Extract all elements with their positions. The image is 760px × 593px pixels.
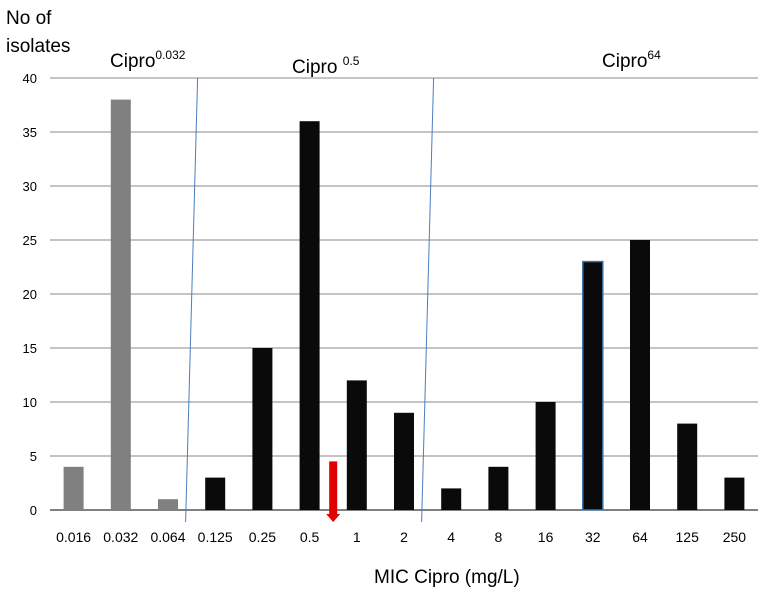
x-tick-label: 0.064 bbox=[150, 529, 185, 545]
x-tick-label: 64 bbox=[632, 529, 648, 545]
bar-16 bbox=[535, 402, 556, 510]
x-tick-label: 0.032 bbox=[103, 529, 138, 545]
y-tick-label: 25 bbox=[23, 233, 37, 248]
bar-4 bbox=[441, 488, 462, 510]
bar-250 bbox=[724, 477, 745, 510]
y-tick-label: 40 bbox=[23, 71, 37, 86]
red-arrow-shaft bbox=[329, 461, 338, 516]
bar-2 bbox=[394, 412, 414, 510]
y-tick-label: 30 bbox=[23, 179, 37, 194]
y-axis-ticks: 0 5 10 15 20 25 30 35 40 bbox=[23, 71, 37, 518]
breakpoint-marker bbox=[326, 461, 341, 522]
group-dividers bbox=[185, 77, 435, 523]
y-tick-label: 5 bbox=[30, 449, 37, 464]
x-tick-label: 250 bbox=[723, 529, 747, 545]
group-divider-line bbox=[185, 77, 199, 523]
x-tick-label: 0.25 bbox=[249, 529, 276, 545]
bar-1 bbox=[346, 380, 367, 510]
bar-0.032 bbox=[110, 99, 131, 510]
bar-64 bbox=[630, 240, 650, 510]
y-tick-label: 20 bbox=[23, 287, 37, 302]
y-axis-label-line2: isolates bbox=[6, 36, 71, 57]
y-axis-label-line1: No of bbox=[6, 8, 52, 29]
x-tick-label: 32 bbox=[585, 529, 601, 545]
bars bbox=[63, 99, 745, 511]
x-tick-label: 0.016 bbox=[56, 529, 91, 545]
red-arrow-head bbox=[326, 514, 341, 522]
x-tick-label: 2 bbox=[400, 529, 408, 545]
y-tick-label: 35 bbox=[23, 125, 37, 140]
bar-0.5 bbox=[299, 121, 320, 510]
y-tick-label: 10 bbox=[23, 395, 37, 410]
x-tick-label: 16 bbox=[538, 529, 554, 545]
bar-0.25 bbox=[252, 348, 273, 510]
bar-8 bbox=[488, 466, 509, 510]
bar-125 bbox=[677, 423, 698, 510]
y-tick-label: 0 bbox=[30, 503, 37, 518]
x-tick-label: 1 bbox=[353, 529, 361, 545]
bar-32 bbox=[582, 260, 604, 511]
group-label-cipro-05: Cipro 0.5 bbox=[292, 54, 360, 78]
x-tick-label: 125 bbox=[676, 529, 700, 545]
x-axis-label: MIC Cipro (mg/L) bbox=[374, 567, 520, 588]
gridlines bbox=[50, 77, 758, 511]
x-tick-label: 4 bbox=[447, 529, 455, 545]
group-divider-line bbox=[421, 77, 435, 523]
group-label-cipro-64: Cipro64 bbox=[602, 48, 661, 72]
group-label-cipro-0032: Cipro0.032 bbox=[110, 48, 186, 72]
x-tick-label: 0.5 bbox=[300, 529, 320, 545]
bar-0.016 bbox=[63, 466, 84, 510]
x-tick-label: 0.125 bbox=[198, 529, 233, 545]
y-tick-label: 15 bbox=[23, 341, 37, 356]
x-tick-label: 8 bbox=[495, 529, 503, 545]
x-axis-ticks: 0.016 0.032 0.064 0.125 0.25 0.5 1 2 4 8 16 32 64 125… bbox=[56, 529, 746, 545]
bar-0.064 bbox=[158, 499, 178, 510]
bar-0.125 bbox=[205, 477, 226, 510]
